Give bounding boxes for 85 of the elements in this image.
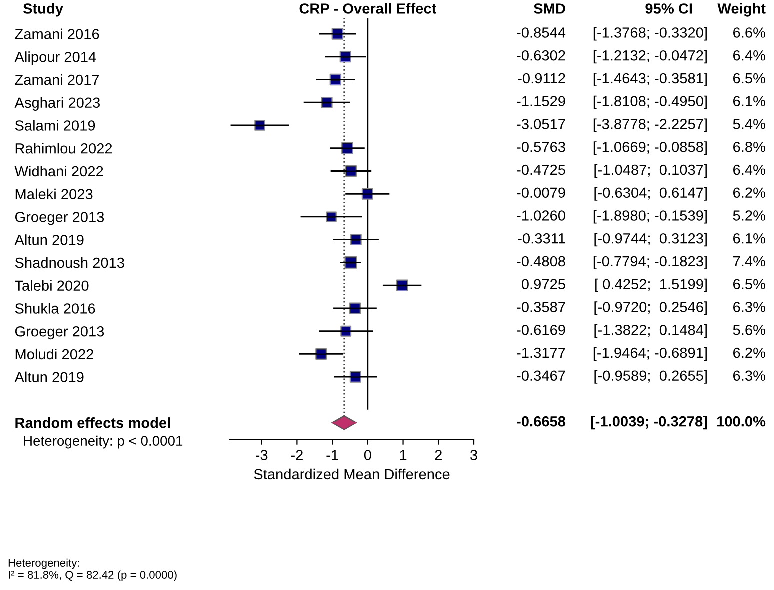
text: [-0.9589; 0.2655] xyxy=(594,370,707,384)
text: -0.3467 xyxy=(517,370,566,382)
y-tick-label: Asghari 2023 xyxy=(14,97,100,111)
text: 5.4% xyxy=(733,119,766,130)
y-tick-label: Zamani 2017 xyxy=(15,74,100,86)
text: 6.8% xyxy=(734,142,766,152)
text: 6.1% xyxy=(734,96,766,107)
y-tick-label: Shukla 2016 xyxy=(15,303,96,314)
y-tick-label: Random effects model xyxy=(16,418,170,428)
y-tick-label: Zamani 2016 xyxy=(15,28,100,40)
text: Heterogeneity: I² = 81.8%, Q = 82.42 (p = 0.0000) xyxy=(8,558,177,582)
text: 0.9725 xyxy=(522,279,566,290)
text: -0.3311 xyxy=(518,233,566,244)
text: [-0.9744; 0.3123] xyxy=(594,233,707,247)
y-tick-label: Groeger 2013 xyxy=(15,326,104,340)
x-tick-label: -1 xyxy=(326,450,338,460)
x-tick-label: 2 xyxy=(435,450,442,460)
x-tick-label: -2 xyxy=(291,450,303,460)
text: -0.4808 xyxy=(517,256,566,267)
x-tick-label: 3 xyxy=(470,450,478,460)
text: [-0.7794; -0.1823] xyxy=(594,256,707,270)
y-tick-label: Altun 2019 xyxy=(14,372,84,383)
text: 6.3% xyxy=(734,370,766,382)
y-tick-label: Groeger 2013 xyxy=(15,212,104,226)
y-tick-label: Maleki 2023 xyxy=(16,188,93,200)
text: [-0.6304; 0.6147] xyxy=(594,187,707,201)
x-tick-label: -3 xyxy=(256,450,268,460)
text: [-1.0039; -0.3278] xyxy=(591,416,708,430)
text: 100.0% xyxy=(717,416,766,427)
text: -1.1529 xyxy=(517,96,566,107)
text: Heterogeneity: p < 0.0001 xyxy=(24,436,183,449)
y-tick-label: Rahimlou 2022 xyxy=(16,143,112,154)
x-axis-title: Standardized Mean Difference xyxy=(254,468,450,480)
text: -3.0517 xyxy=(517,119,566,130)
text: -0.9112 xyxy=(518,73,566,84)
text: -0.6302 xyxy=(517,50,566,61)
text: [-1.2132; -0.0472] xyxy=(594,50,707,64)
text: [-1.3822; 0.1484] xyxy=(594,324,707,338)
text: -1.3177 xyxy=(517,348,566,358)
x-tick-label: 0 xyxy=(364,450,372,460)
text: [-1.0669; -0.0858] xyxy=(594,142,707,156)
point xyxy=(332,28,344,40)
text: 5.6% xyxy=(733,324,766,336)
text: 6.1% xyxy=(734,233,766,244)
chart-title: CRP - Overall Effect xyxy=(300,3,436,14)
text: 6.2% xyxy=(734,348,766,358)
text: -0.6169 xyxy=(517,324,566,336)
text: -0.8544 xyxy=(517,28,566,38)
x-tick-label: 1 xyxy=(400,450,407,460)
text: -0.0079 xyxy=(517,188,566,198)
y-tick-label: Alipour 2014 xyxy=(14,52,96,66)
text: -0.6658 xyxy=(517,416,566,427)
y-tick-label: Altun 2019 xyxy=(14,234,84,246)
text: [ 0.4252; 1.5199] xyxy=(596,278,707,292)
y-tick-label: Widhani 2022 xyxy=(14,166,104,177)
text: -1.0260 xyxy=(517,210,566,221)
text: 6.4% xyxy=(734,164,766,176)
text: [-1.0487; 0.1037] xyxy=(594,164,707,178)
text: [-1.8108; -0.4950] xyxy=(594,96,707,110)
text: 6.4% xyxy=(734,50,766,61)
text: [-1.9464; -0.6891] xyxy=(594,347,707,362)
text: 6.3% xyxy=(734,302,766,312)
text: [-1.8980; -0.1539] xyxy=(594,210,707,224)
text: -0.5763 xyxy=(517,142,566,152)
text: [-3.8778; -2.2257] xyxy=(594,118,707,132)
text: -0.4725 xyxy=(517,164,566,176)
y-tick-label: Shadnoush 2013 xyxy=(15,257,124,268)
text: 6.2% xyxy=(734,188,766,198)
y-tick-label: Salami 2019 xyxy=(15,120,96,131)
y-tick-label: Moludi 2022 xyxy=(16,348,94,360)
text: 5.2% xyxy=(733,210,766,221)
text: 6.5% xyxy=(734,73,766,84)
point xyxy=(349,302,361,314)
text: Weight xyxy=(718,3,766,17)
text: 95% CI xyxy=(646,4,692,14)
text: [-0.9720; 0.2546] xyxy=(594,302,707,316)
text: [-1.3768; -0.3320] xyxy=(594,27,707,41)
text: -0.3587 xyxy=(517,302,566,312)
text: 6.5% xyxy=(734,279,766,290)
text: 6.6% xyxy=(734,28,766,38)
text: Study xyxy=(23,3,64,17)
text: SMD xyxy=(534,4,566,14)
y-tick-label: Talebi 2020 xyxy=(15,280,89,292)
text: 7.4% xyxy=(734,256,766,267)
text: [-1.4643; -0.3581] xyxy=(594,72,707,87)
